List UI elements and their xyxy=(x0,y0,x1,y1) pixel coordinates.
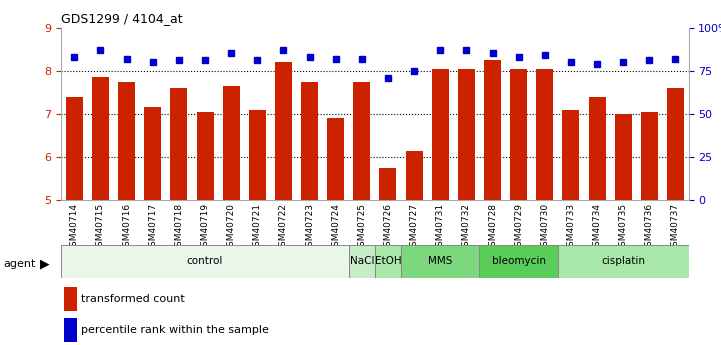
Bar xyxy=(249,110,266,200)
Bar xyxy=(61,245,349,278)
Bar xyxy=(92,77,109,200)
Text: MMS: MMS xyxy=(428,256,453,266)
Bar xyxy=(641,112,658,200)
Bar xyxy=(379,168,397,200)
Text: control: control xyxy=(187,256,224,266)
Bar xyxy=(432,69,448,200)
Bar xyxy=(588,97,606,200)
Bar xyxy=(301,81,318,200)
Bar xyxy=(223,86,239,200)
Text: ▶: ▶ xyxy=(40,257,49,270)
Text: agent: agent xyxy=(4,259,36,269)
Bar xyxy=(484,60,501,200)
Text: NaCl: NaCl xyxy=(350,256,374,266)
Text: percentile rank within the sample: percentile rank within the sample xyxy=(81,325,269,335)
Bar xyxy=(327,118,344,200)
Bar xyxy=(349,245,375,278)
Bar xyxy=(353,81,371,200)
Bar xyxy=(66,97,83,200)
Bar xyxy=(615,114,632,200)
Text: transformed count: transformed count xyxy=(81,294,185,304)
Bar xyxy=(197,112,213,200)
Bar xyxy=(510,69,527,200)
Bar xyxy=(536,69,553,200)
Bar xyxy=(667,88,684,200)
Bar xyxy=(144,107,162,200)
Text: bleomycin: bleomycin xyxy=(492,256,546,266)
Text: GDS1299 / 4104_at: GDS1299 / 4104_at xyxy=(61,12,183,25)
Bar xyxy=(406,150,423,200)
Bar xyxy=(375,245,401,278)
Bar xyxy=(64,287,77,311)
Text: cisplatin: cisplatin xyxy=(601,256,645,266)
Bar xyxy=(458,69,475,200)
Bar xyxy=(170,88,187,200)
Bar xyxy=(562,110,580,200)
Bar xyxy=(401,245,479,278)
Text: EtOH: EtOH xyxy=(375,256,402,266)
Bar xyxy=(479,245,558,278)
Bar xyxy=(558,245,689,278)
Bar xyxy=(275,62,292,200)
Bar xyxy=(64,318,77,342)
Bar xyxy=(118,81,135,200)
